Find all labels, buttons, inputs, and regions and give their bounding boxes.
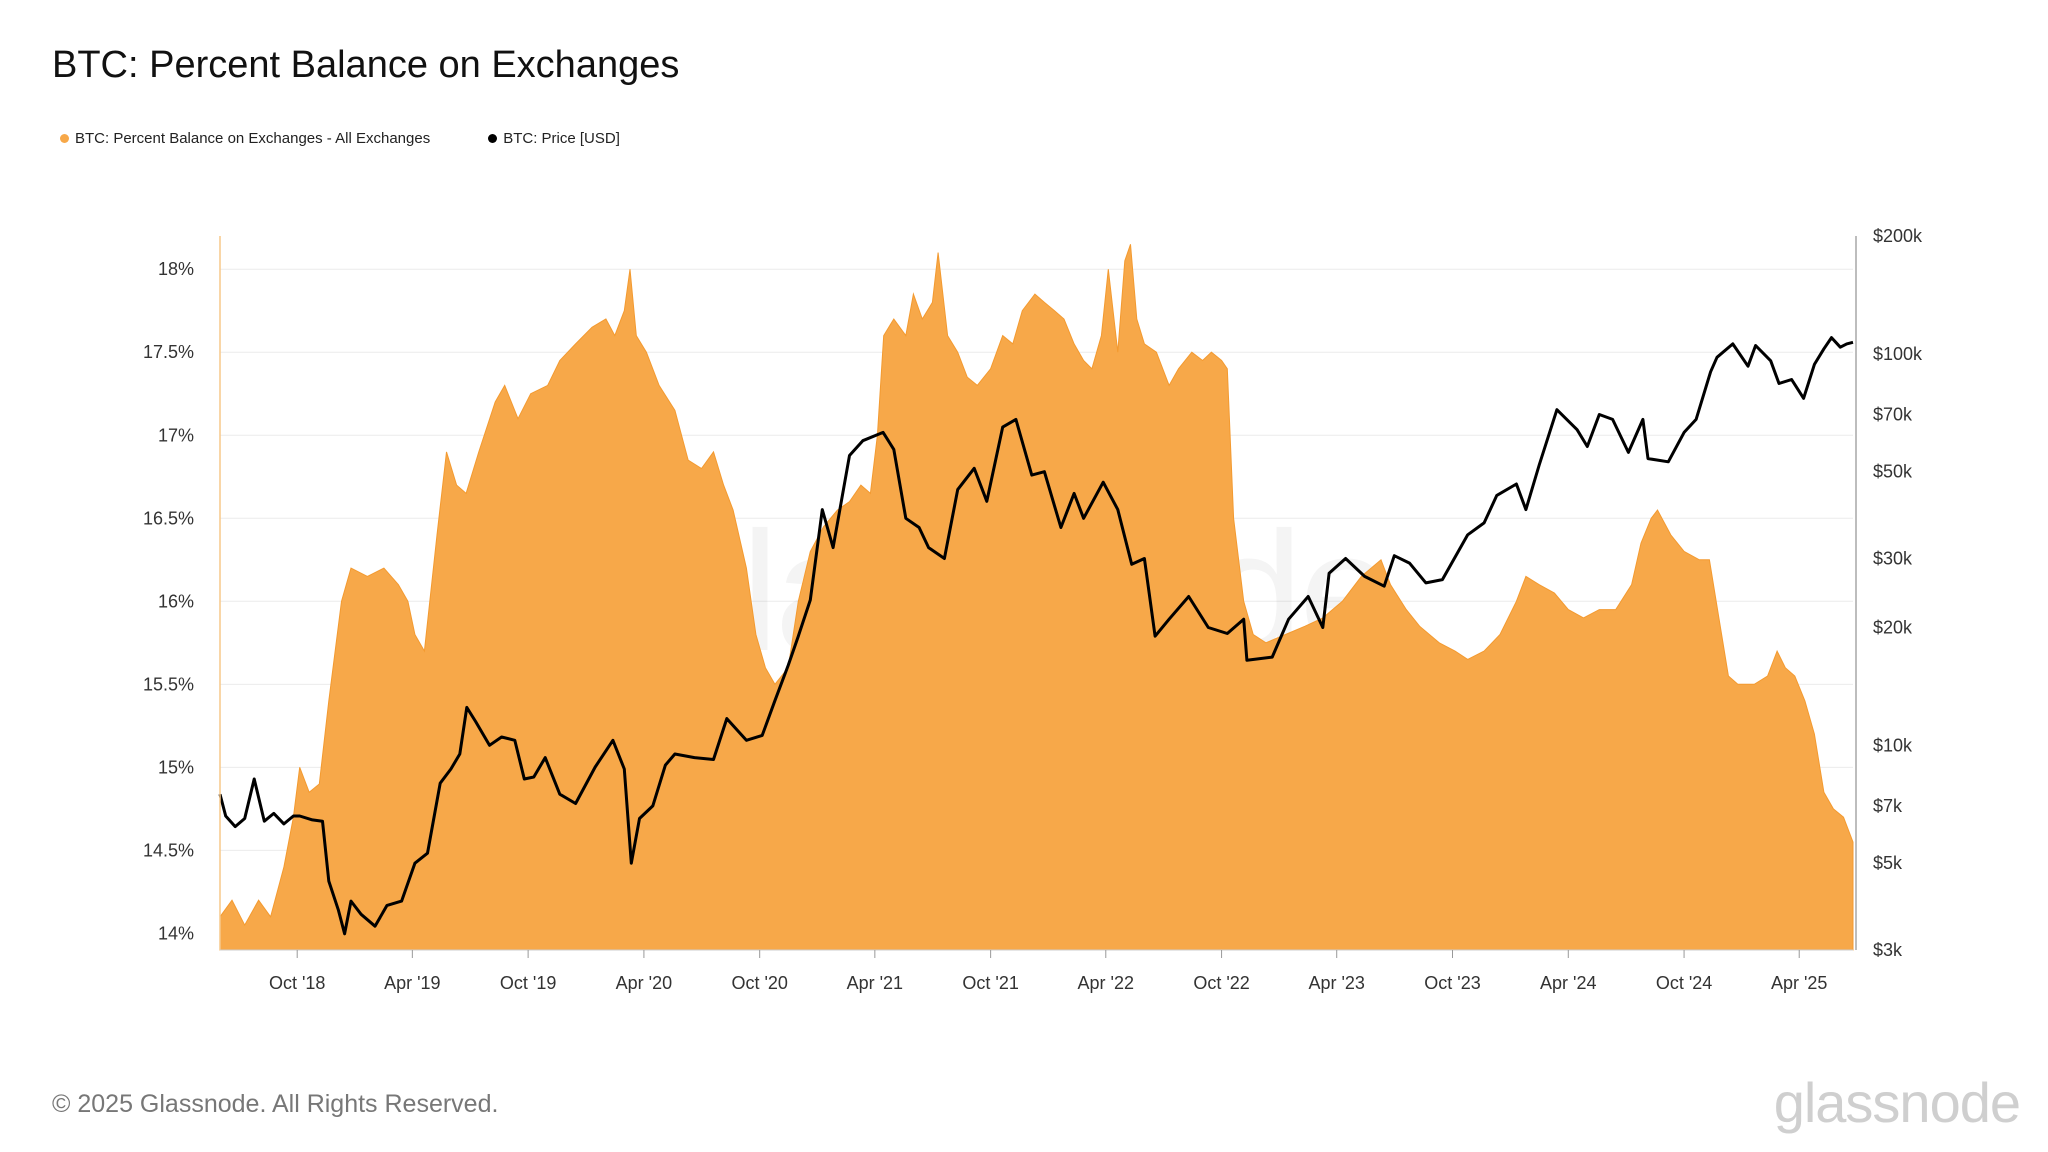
left-tick-label: 15.5% xyxy=(143,674,194,694)
balance-area-layer xyxy=(219,244,1854,951)
left-axis-ticks: 14% 14.5% 15% 15.5% 16% 16.5% 17% 17.5% 18% xyxy=(143,259,194,943)
x-tick-label: Oct '18 xyxy=(269,973,325,993)
right-axis-ticks: $3k $5k $7k $10k $20k $30k $50k $70k $100k $200k xyxy=(1873,226,1923,960)
right-tick-label: $200k xyxy=(1873,226,1923,246)
right-tick-label: $70k xyxy=(1873,404,1913,424)
x-axis-ticks: Oct '18 Apr '19 Oct '19 Apr '20 Oct '20 Apr '… xyxy=(269,950,1827,993)
x-tick-label: Apr '21 xyxy=(847,973,903,993)
x-tick-label: Oct '19 xyxy=(500,973,556,993)
x-tick-label: Oct '20 xyxy=(731,973,787,993)
right-tick-label: $10k xyxy=(1873,735,1913,755)
price-line xyxy=(218,336,1854,936)
left-tick-label: 18% xyxy=(158,259,194,279)
chart-title: BTC: Percent Balance on Exchanges xyxy=(52,44,680,86)
legend-label-balance: BTC: Percent Balance on Exchanges - All … xyxy=(75,130,431,147)
left-tick-label: 16.5% xyxy=(143,508,194,528)
x-tick-label: Oct '22 xyxy=(1193,973,1249,993)
right-tick-label: $7k xyxy=(1873,796,1903,816)
x-tick-label: Apr '23 xyxy=(1308,973,1364,993)
x-tick-label: Apr '22 xyxy=(1078,973,1134,993)
left-tick-label: 17.5% xyxy=(143,342,194,362)
x-tick-label: Apr '19 xyxy=(384,973,440,993)
left-tick-label: 15% xyxy=(158,757,194,777)
x-tick-label: Apr '20 xyxy=(616,973,672,993)
x-tick-label: Apr '24 xyxy=(1540,973,1596,993)
right-tick-label: $20k xyxy=(1873,617,1913,637)
right-tick-label: $5k xyxy=(1873,853,1903,873)
x-tick-label: Apr '25 xyxy=(1771,973,1827,993)
brand-logo: glassnode xyxy=(1773,1071,2021,1134)
x-tick-label: Oct '21 xyxy=(962,973,1018,993)
legend-dot-price xyxy=(488,134,498,143)
legend-item-price[interactable]: BTC: Price [USD] xyxy=(488,130,620,147)
left-tick-label: 14.5% xyxy=(143,840,194,860)
x-tick-label: Oct '23 xyxy=(1424,973,1480,993)
legend: BTC: Percent Balance on Exchanges - All … xyxy=(60,130,620,147)
balance-area xyxy=(219,244,1854,951)
left-tick-label: 14% xyxy=(158,923,194,943)
copyright-footer: © 2025 Glassnode. All Rights Reserved. xyxy=(52,1090,499,1118)
left-tick-label: 16% xyxy=(158,591,194,611)
right-tick-label: $30k xyxy=(1873,549,1913,569)
left-tick-label: 17% xyxy=(158,425,194,445)
price-line-layer xyxy=(218,336,1854,936)
right-tick-label: $100k xyxy=(1873,344,1923,364)
legend-label-price: BTC: Price [USD] xyxy=(503,130,620,147)
axes xyxy=(219,236,1857,951)
x-tick-label: Oct '24 xyxy=(1656,973,1712,993)
legend-dot-balance xyxy=(60,134,69,143)
right-tick-label: $50k xyxy=(1873,462,1913,482)
right-tick-label: $3k xyxy=(1873,940,1903,960)
legend-item-balance[interactable]: BTC: Percent Balance on Exchanges - All … xyxy=(60,130,430,147)
